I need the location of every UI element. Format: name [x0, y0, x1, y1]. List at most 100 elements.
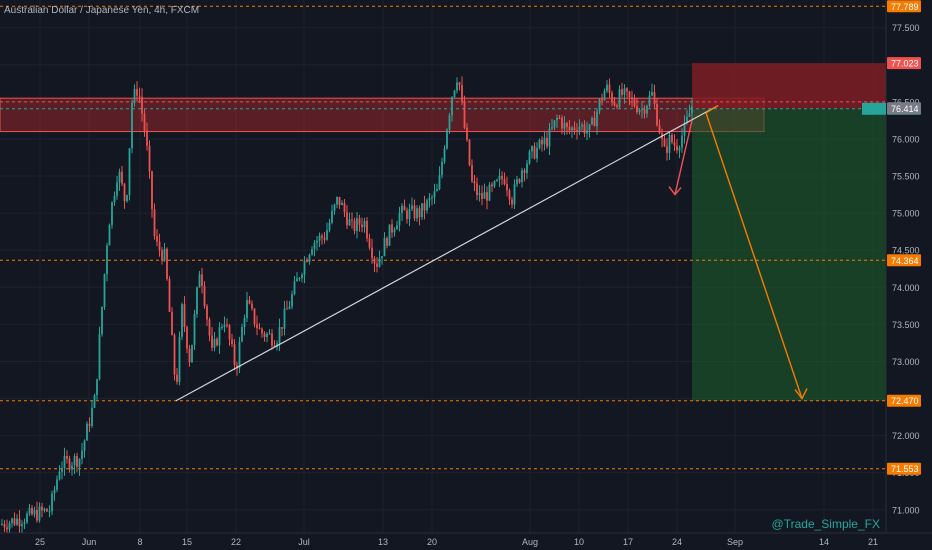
candle-body [23, 522, 26, 525]
candle-body [428, 198, 431, 201]
candle-body [223, 324, 226, 327]
candle-body [221, 326, 223, 328]
price-level-label: 77.023 [891, 59, 919, 69]
candle-body [241, 327, 243, 342]
candle-body [601, 99, 603, 101]
candle-body [71, 465, 73, 470]
candle-body [243, 317, 246, 328]
candle-body [411, 205, 413, 209]
candle-body [331, 210, 333, 223]
candle-body [476, 183, 478, 196]
price-tick-label: 76.000 [892, 134, 920, 144]
candle-body [368, 238, 371, 248]
candle-body [393, 229, 396, 233]
candle-body [453, 90, 456, 98]
candle-body [326, 230, 328, 240]
price-tick-label: 73.000 [892, 357, 920, 367]
candle-body [391, 224, 393, 233]
candle-body [233, 344, 236, 366]
candle-body [671, 134, 673, 143]
candle-body [108, 224, 111, 246]
candle-body [398, 213, 401, 226]
candle-body [478, 193, 481, 196]
candle-body [548, 128, 551, 147]
candle-body [73, 456, 76, 466]
projection-origin [705, 105, 719, 114]
time-tick-label: Jul [298, 537, 310, 547]
candle-body [643, 109, 646, 114]
candle-body [286, 308, 288, 310]
candle-body [521, 170, 523, 183]
candle-body [228, 325, 231, 340]
candle-body [568, 126, 571, 131]
price-axis-background [886, 0, 932, 550]
candle-body [423, 203, 426, 211]
candle-body [28, 507, 31, 514]
candle-body [386, 238, 388, 246]
candle-body [508, 190, 511, 200]
candle-body [451, 97, 453, 116]
candle-body [176, 374, 178, 382]
candle-body [486, 192, 488, 201]
candle-body [318, 235, 321, 241]
candle-body [116, 182, 118, 196]
candle-body [646, 105, 648, 114]
candle-body [651, 92, 653, 96]
candle-body [91, 407, 93, 426]
candle-body [511, 199, 513, 205]
candle-body [401, 205, 403, 214]
candle-body [86, 423, 88, 441]
candle-body [231, 339, 233, 345]
candle-body [438, 175, 441, 190]
candle-body [371, 247, 373, 259]
candle-body [653, 92, 656, 104]
candle-body [31, 507, 33, 515]
candle-body [686, 116, 688, 123]
candle-body [51, 493, 53, 512]
candle-body [418, 208, 421, 218]
candle-body [141, 96, 143, 114]
candle-body [13, 518, 16, 525]
candle-body [586, 130, 588, 134]
candle-body [8, 523, 11, 530]
candle-body [121, 171, 123, 184]
candle-body [198, 274, 201, 288]
price-tick-label: 77.500 [892, 23, 920, 33]
candle-body [161, 250, 163, 261]
candle-body [366, 220, 368, 239]
time-tick-label: 25 [35, 537, 45, 547]
price-tick-label: 74.500 [892, 246, 920, 256]
time-tick-label: Jun [82, 537, 97, 547]
candle-body [3, 524, 6, 528]
candle-body [603, 90, 606, 101]
candle-body [503, 178, 506, 185]
time-axis[interactable]: 25 Jun 8 15 22 Jul 13 20 Aug 10 17 24 Sep 14 21 [0, 532, 932, 550]
candle-body [271, 333, 273, 346]
price-tick-label: 75.000 [892, 209, 920, 219]
candle-body [171, 311, 173, 336]
price-level-badge [887, 102, 921, 115]
candle-body [681, 135, 683, 148]
price-axis[interactable]: 77.50077.00076.50076.00075.50075.00074.5… [862, 0, 932, 550]
candle-body [111, 202, 113, 225]
candle-body [281, 327, 283, 329]
candle-body [581, 124, 583, 127]
candle-body [598, 99, 601, 112]
candle-body [246, 300, 248, 318]
candle-body [83, 440, 86, 451]
candle-body [631, 97, 633, 99]
candle-body [656, 103, 658, 126]
candle-body [431, 197, 433, 199]
candle-body [543, 137, 546, 145]
candle-body [558, 117, 561, 119]
candle-body [563, 122, 566, 129]
candle-body [341, 203, 343, 205]
candle-body [58, 471, 61, 480]
candle-body [506, 184, 508, 191]
candle-body [493, 180, 496, 187]
candle-body [211, 335, 213, 348]
candle-body [156, 236, 158, 242]
symbol-title: Australian Dollar / Japanese Yen, 4h, FX… [4, 5, 200, 16]
candle-body [208, 319, 211, 336]
